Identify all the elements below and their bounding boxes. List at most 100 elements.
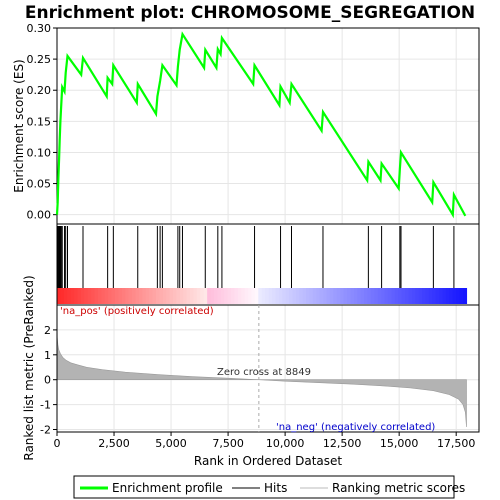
- rank-color-band-segment: [220, 288, 225, 304]
- rank-color-band-segment: [295, 288, 300, 304]
- rank-color-band-segment: [258, 288, 263, 304]
- rank-color-band-segment: [367, 288, 372, 304]
- rank-color-band-segment: [118, 288, 123, 304]
- rank-color-band-segment: [387, 288, 392, 304]
- bottom-y-tick-label: -1: [40, 399, 51, 412]
- enrichment-profile-line: [55, 31, 467, 219]
- rank-color-band-segment: [84, 288, 89, 304]
- rank-color-band-segment: [299, 288, 304, 304]
- rank-color-band-segment: [428, 288, 433, 304]
- pos-label: 'na_pos' (positively correlated): [60, 306, 214, 317]
- rank-color-band-segment: [142, 288, 147, 304]
- rank-color-band-segment: [309, 288, 314, 304]
- bottom-x-tick-label: 17,500: [437, 437, 476, 450]
- rank-color-band-segment: [347, 288, 352, 304]
- rank-color-band-segment: [234, 288, 239, 304]
- rank-color-band-segment: [125, 288, 130, 304]
- rank-color-band-segment: [231, 288, 236, 304]
- rank-color-band-segment: [340, 288, 345, 304]
- rank-color-band-segment: [398, 288, 403, 304]
- rank-color-band-segment: [445, 288, 450, 304]
- bottom-panel-frame: [56, 304, 480, 433]
- rank-color-band-segment: [196, 288, 201, 304]
- top-y-tick-label: 0.30: [27, 22, 52, 35]
- rank-color-band-segment: [391, 288, 396, 304]
- legend-ranking-metric-label: Ranking metric scores: [332, 481, 465, 495]
- rank-color-band-segment: [111, 288, 116, 304]
- bottom-x-tick-label: 12,500: [323, 437, 362, 450]
- rank-color-band-segment: [60, 288, 65, 304]
- rank-color-band-segment: [275, 288, 280, 304]
- rank-color-band-segment: [244, 288, 249, 304]
- rank-color-band-segment: [364, 288, 369, 304]
- rank-color-band-segment: [94, 288, 99, 304]
- rank-color-band-segment: [425, 288, 430, 304]
- rank-color-band-segment: [176, 288, 181, 304]
- bottom-panel-y-ticks: -2 -1 0 1 2: [40, 324, 57, 437]
- rank-color-band-segment: [210, 288, 215, 304]
- rank-color-band-segment: [265, 288, 270, 304]
- rank-color-band-segment: [241, 288, 246, 304]
- neg-label: 'na_neg' (negatively correlated): [276, 422, 435, 433]
- bottom-x-tick-label: 7,500: [212, 437, 244, 450]
- rank-color-band-segment: [121, 288, 126, 304]
- rank-color-band-segment: [449, 288, 454, 304]
- rank-color-band-segment: [278, 288, 283, 304]
- rank-color-band-segment: [357, 288, 362, 304]
- rank-color-band-segment: [227, 288, 232, 304]
- rank-color-band-segment: [316, 288, 321, 304]
- rank-color-band-segment: [203, 288, 208, 304]
- bottom-x-tick-label: 2,500: [98, 437, 130, 450]
- rank-color-band-segment: [67, 288, 72, 304]
- rank-color-band-segment: [237, 288, 242, 304]
- es-polyline: [55, 31, 467, 219]
- rank-color-band-segment: [302, 288, 307, 304]
- top-y-tick-label: 0.10: [27, 146, 52, 159]
- legend-box: [73, 475, 455, 499]
- rank-color-band-segment: [155, 288, 160, 304]
- rank-color-band-segment: [350, 288, 355, 304]
- rank-color-band-segment: [312, 288, 317, 304]
- top-panel-grid: [56, 27, 479, 224]
- rank-color-band-segment: [456, 288, 461, 304]
- rank-color-band-segment: [411, 288, 416, 304]
- top-y-tick-label: 0.00: [27, 209, 52, 222]
- rank-color-band-segment: [128, 288, 133, 304]
- rank-color-band-segment: [323, 288, 328, 304]
- bottom-panel-grid: [56, 305, 479, 432]
- bottom-y-tick-label: 2: [44, 324, 51, 337]
- top-y-tick-label: 0.20: [27, 84, 52, 97]
- top-panel-frame: [56, 27, 480, 225]
- rank-color-band-segment: [179, 288, 184, 304]
- rank-color-band-segment: [452, 288, 457, 304]
- rank-color-band-segment: [70, 288, 75, 304]
- rank-color-band-segment: [439, 288, 444, 304]
- rank-color-band-segment: [251, 288, 256, 304]
- rank-color-band-segment: [336, 288, 341, 304]
- rank-color-band-segment: [97, 288, 102, 304]
- bottom-y-tick-label: -2: [40, 424, 51, 437]
- rank-color-band-segment: [401, 288, 406, 304]
- rank-color-band-segment: [91, 288, 96, 304]
- rank-color-band-segment: [200, 288, 205, 304]
- rank-color-band-segment: [435, 288, 440, 304]
- rank-color-band-segment: [145, 288, 150, 304]
- top-y-tick-label: 0.05: [27, 178, 52, 191]
- hits-panel: [57, 226, 468, 304]
- rank-color-band-segment: [101, 288, 106, 304]
- bottom-panel-y-label: Ranked list metric (PreRanked): [22, 275, 36, 460]
- rank-color-band-segment: [207, 288, 212, 304]
- rank-color-band-segment: [104, 288, 109, 304]
- top-y-tick-label: 0.15: [27, 115, 52, 128]
- rank-color-band-segment: [415, 288, 420, 304]
- rank-color-band-segment: [394, 288, 399, 304]
- rank-color-band-segment: [292, 288, 297, 304]
- rank-color-band-segment: [384, 288, 389, 304]
- bottom-x-tick-label: 0: [54, 437, 61, 450]
- bottom-y-tick-label: 1: [44, 349, 51, 362]
- rank-color-band-segment: [306, 288, 311, 304]
- rank-color-band-segment: [162, 288, 167, 304]
- rank-color-band-segment: [115, 288, 120, 304]
- rank-color-band-segment: [254, 288, 259, 304]
